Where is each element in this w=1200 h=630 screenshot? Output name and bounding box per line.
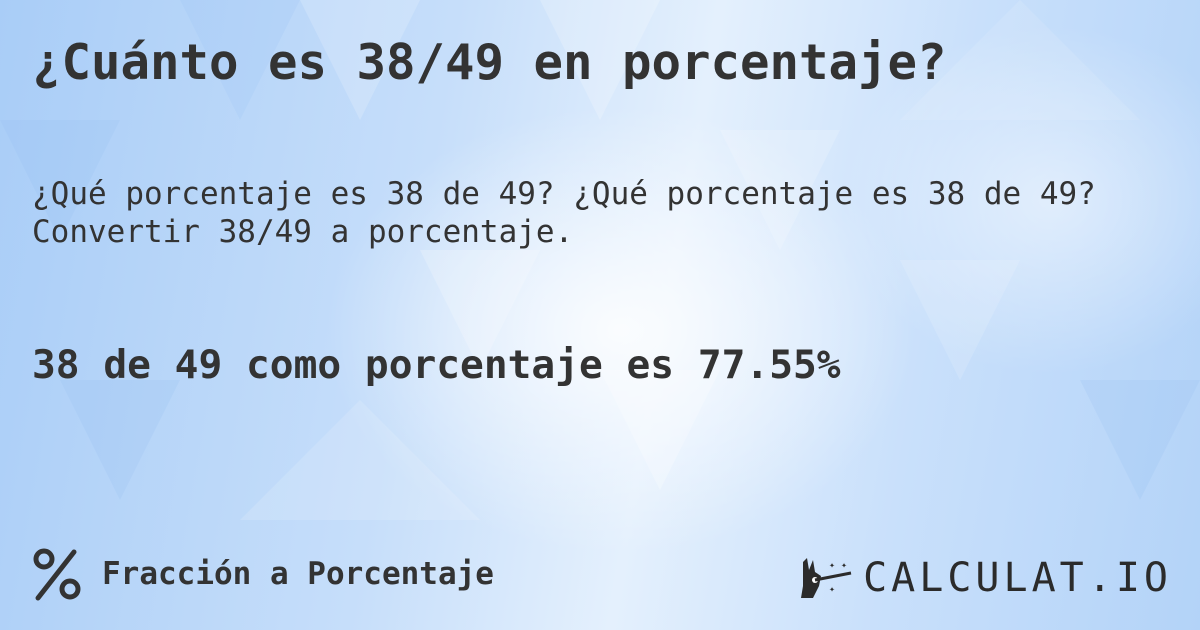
category-name: Fracción a Porcentaje: [102, 556, 494, 592]
svg-text:✦ ✦: ✦ ✦: [829, 560, 847, 571]
svg-text:✦: ✦: [829, 584, 835, 595]
page-description: ¿Qué porcentaje es 38 de 49? ¿Qué porcen…: [32, 176, 1096, 250]
category-label: Fracción a Porcentaje: [32, 546, 494, 602]
calculat-io-logo: ✦ ✦ ✦ CALCULAT.IO: [799, 555, 1172, 601]
logo-text: CALCULAT.IO: [863, 555, 1172, 601]
magic-hand-wand-icon: ✦ ✦ ✦: [801, 558, 852, 598]
page-title: ¿Cuánto es 38/49 en porcentaje?: [32, 34, 947, 91]
result-text: 38 de 49 como porcentaje es 77.55%: [32, 342, 841, 388]
percent-icon: [33, 548, 81, 601]
